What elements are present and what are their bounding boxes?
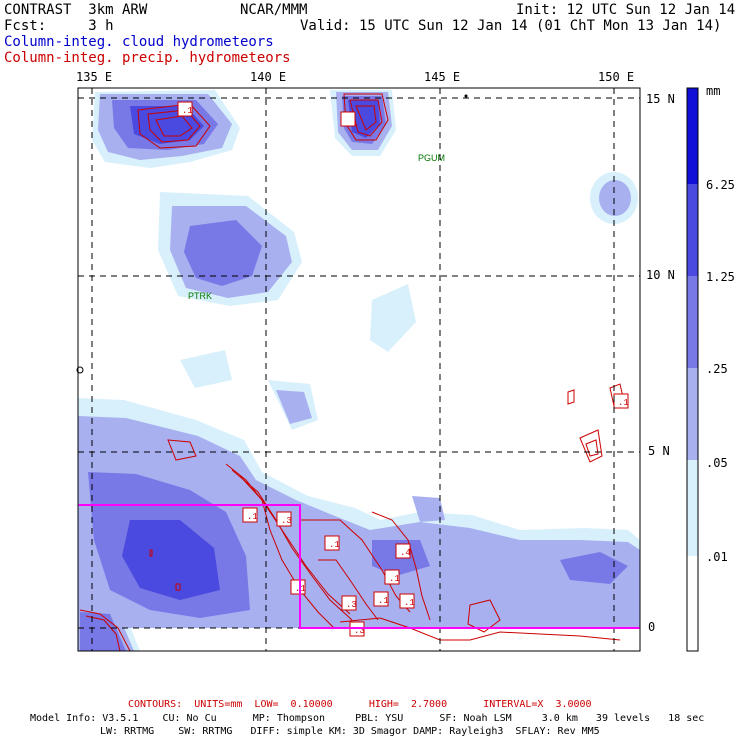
lat-label-15n: 15 N: [646, 92, 675, 106]
lon-label-145: 145 E: [424, 70, 461, 84]
lon-label-140: 140 E: [250, 70, 287, 84]
lon-label-135: 135 E: [76, 70, 113, 84]
plot-frame: [77, 87, 641, 652]
hydrometeor-fill-layer: [78, 90, 640, 651]
lat-label-10n: 10 N: [646, 268, 675, 282]
contour-label-12: .1: [182, 106, 193, 116]
colorbar-level-6-25: 6.25: [706, 178, 735, 192]
colorbar-level-0-05: .05: [706, 456, 728, 470]
init-time: Init: 12 UTC Sun 12 Jan 14: [516, 2, 736, 18]
lat-label-5n: 5 N: [648, 444, 670, 458]
contour-label-4: .4: [400, 548, 411, 558]
contour-label-7: .1: [618, 398, 629, 408]
contour-label-9: .1: [378, 596, 389, 606]
nested-domain-box: [78, 504, 640, 629]
colorbar-level-0-25: .25: [706, 362, 728, 376]
contour-label-2: .3: [281, 516, 292, 526]
model-title: CONTRAST 3km ARW: [4, 2, 148, 18]
model-info-line2: LW: RRTMG SW: RRTMG DIFF: simple KM: 3D …: [100, 726, 600, 737]
latlon-grid: [78, 88, 640, 651]
org-label: NCAR/MMM: [240, 2, 308, 18]
field-cloud-label: Column-integ. cloud hydrometeors: [4, 34, 274, 50]
contour-label-10: .1: [404, 598, 415, 608]
station-layer: PGUM PTRK: [188, 153, 445, 301]
lon-label-150: 150 E: [598, 70, 635, 84]
forecast-hour: Fcst: 3 h: [4, 18, 114, 34]
station-ptrk: PTRK: [188, 291, 212, 301]
model-info-line1: Model Info: V3.5.1 CU: No Cu MP: Thompso…: [30, 713, 705, 724]
station-pgum: PGUM: [418, 153, 445, 163]
contour-label-3: .1: [329, 540, 340, 550]
contour-label-5: .1: [389, 574, 400, 584]
colorbar-level-0-01: .01: [706, 550, 728, 564]
colorbar: [686, 87, 699, 652]
contour-label-8: .3: [346, 600, 357, 610]
lat-label-0: 0: [648, 620, 656, 634]
contour-label-1: .1: [247, 512, 258, 522]
colorbar-unit: mm: [706, 84, 721, 98]
colorbar-level-1-25: 1.25: [706, 270, 735, 284]
field-precip-label: Column-integ. precip. hydrometeors: [4, 50, 291, 66]
contour-label-11: .3: [354, 626, 365, 636]
valid-time: Valid: 15 UTC Sun 12 Jan 14 (01 ChT Mon …: [300, 18, 722, 34]
contour-info: CONTOURS: UNITS=mm LOW= 0.10000 HIGH= 2.…: [128, 699, 592, 710]
